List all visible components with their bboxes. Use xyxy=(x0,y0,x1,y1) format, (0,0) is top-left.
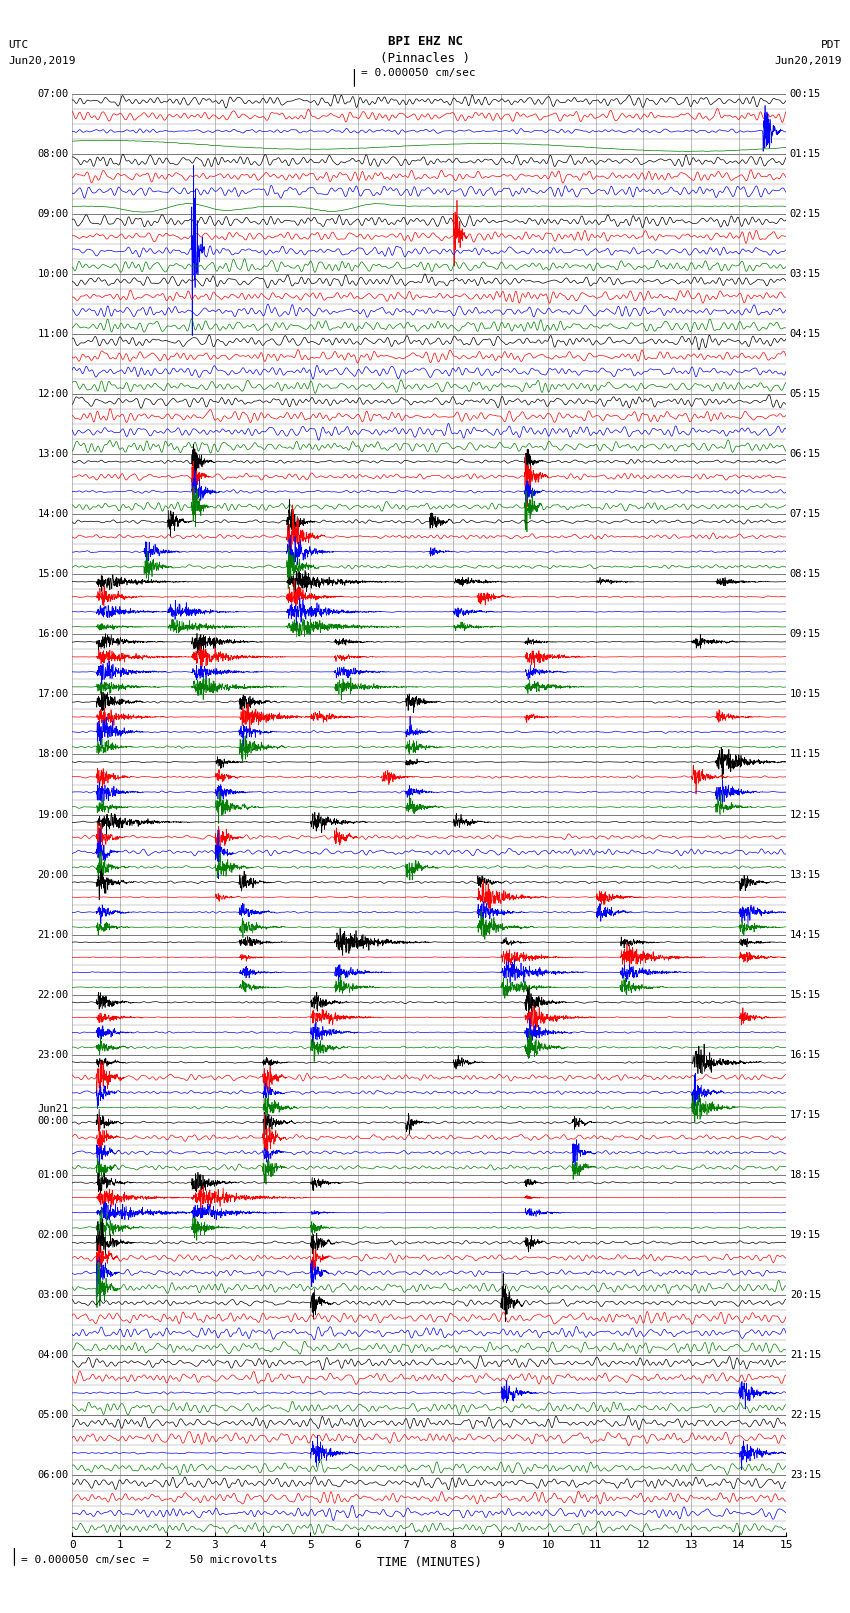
Text: BPI EHZ NC: BPI EHZ NC xyxy=(388,35,462,48)
Text: 03:15: 03:15 xyxy=(790,269,821,279)
Text: 09:00: 09:00 xyxy=(37,208,69,219)
Text: 07:00: 07:00 xyxy=(37,89,69,98)
Text: 17:15: 17:15 xyxy=(790,1110,821,1119)
Text: 16:00: 16:00 xyxy=(37,629,69,639)
Text: 04:00: 04:00 xyxy=(37,1350,69,1360)
Text: 11:15: 11:15 xyxy=(790,750,821,760)
Text: ▏: ▏ xyxy=(353,68,362,85)
Text: 12:00: 12:00 xyxy=(37,389,69,398)
Text: 06:15: 06:15 xyxy=(790,448,821,460)
Text: 01:00: 01:00 xyxy=(37,1169,69,1181)
Text: 15:00: 15:00 xyxy=(37,569,69,579)
Text: 19:15: 19:15 xyxy=(790,1231,821,1240)
Text: 08:00: 08:00 xyxy=(37,148,69,158)
Text: 14:15: 14:15 xyxy=(790,929,821,940)
Text: 23:15: 23:15 xyxy=(790,1471,821,1481)
Text: 06:00: 06:00 xyxy=(37,1471,69,1481)
Text: 13:00: 13:00 xyxy=(37,448,69,460)
Text: 00:15: 00:15 xyxy=(790,89,821,98)
Text: 05:15: 05:15 xyxy=(790,389,821,398)
Text: = 0.000050 cm/sec: = 0.000050 cm/sec xyxy=(361,68,476,77)
Text: PDT: PDT xyxy=(821,40,842,50)
X-axis label: TIME (MINUTES): TIME (MINUTES) xyxy=(377,1557,482,1569)
Text: 22:15: 22:15 xyxy=(790,1410,821,1421)
Text: 15:15: 15:15 xyxy=(790,990,821,1000)
Text: ▏: ▏ xyxy=(13,1547,22,1565)
Text: 21:00: 21:00 xyxy=(37,929,69,940)
Text: 23:00: 23:00 xyxy=(37,1050,69,1060)
Text: 17:00: 17:00 xyxy=(37,689,69,700)
Text: (Pinnacles ): (Pinnacles ) xyxy=(380,52,470,65)
Text: UTC: UTC xyxy=(8,40,29,50)
Text: 03:00: 03:00 xyxy=(37,1290,69,1300)
Text: 02:00: 02:00 xyxy=(37,1231,69,1240)
Text: 19:00: 19:00 xyxy=(37,810,69,819)
Text: 04:15: 04:15 xyxy=(790,329,821,339)
Text: 05:00: 05:00 xyxy=(37,1410,69,1421)
Text: 11:00: 11:00 xyxy=(37,329,69,339)
Text: 18:15: 18:15 xyxy=(790,1169,821,1181)
Text: 20:00: 20:00 xyxy=(37,869,69,879)
Text: 09:15: 09:15 xyxy=(790,629,821,639)
Text: 10:15: 10:15 xyxy=(790,689,821,700)
Text: 08:15: 08:15 xyxy=(790,569,821,579)
Text: 22:00: 22:00 xyxy=(37,990,69,1000)
Text: 13:15: 13:15 xyxy=(790,869,821,879)
Text: = 0.000050 cm/sec =      50 microvolts: = 0.000050 cm/sec = 50 microvolts xyxy=(21,1555,278,1565)
Text: 16:15: 16:15 xyxy=(790,1050,821,1060)
Text: Jun20,2019: Jun20,2019 xyxy=(8,56,76,66)
Text: 21:15: 21:15 xyxy=(790,1350,821,1360)
Text: 14:00: 14:00 xyxy=(37,510,69,519)
Text: 10:00: 10:00 xyxy=(37,269,69,279)
Text: 02:15: 02:15 xyxy=(790,208,821,219)
Text: 01:15: 01:15 xyxy=(790,148,821,158)
Text: 12:15: 12:15 xyxy=(790,810,821,819)
Text: 20:15: 20:15 xyxy=(790,1290,821,1300)
Text: Jun21
00:00: Jun21 00:00 xyxy=(37,1105,69,1126)
Text: Jun20,2019: Jun20,2019 xyxy=(774,56,842,66)
Text: 07:15: 07:15 xyxy=(790,510,821,519)
Text: 18:00: 18:00 xyxy=(37,750,69,760)
